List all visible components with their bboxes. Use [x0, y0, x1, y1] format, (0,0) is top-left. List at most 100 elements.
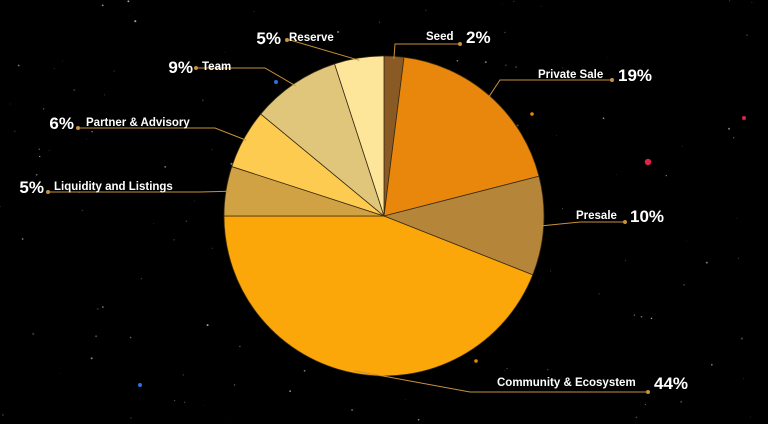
star [81, 209, 83, 212]
star [351, 408, 354, 412]
star [0, 205, 1, 208]
star [35, 173, 38, 176]
leader-dot-liquidity-and-listings [46, 190, 50, 194]
star [602, 117, 605, 120]
slice-percent-seed: 2% [466, 28, 491, 47]
star [504, 370, 506, 372]
pie-slice-reserve [334, 55, 385, 217]
slice-percent-liquidity-and-listings: 5% [19, 178, 44, 197]
leader-line-presale [541, 221, 625, 227]
slice-label-private-sale: Private Sale [538, 69, 603, 81]
leader-dot-community-ecosystem [646, 390, 650, 394]
slice-percent-community-ecosystem: 44% [654, 374, 688, 393]
star [644, 158, 652, 166]
star [705, 261, 708, 264]
star [710, 363, 713, 366]
star [103, 94, 106, 96]
leader-line-private-sale [487, 79, 612, 99]
star [303, 369, 306, 372]
star [475, 41, 477, 43]
star [211, 148, 213, 151]
star [478, 35, 480, 38]
star [513, 0, 515, 2]
star [516, 124, 519, 127]
star [742, 116, 746, 120]
leader-dot-partner-advisory [76, 126, 80, 130]
star [185, 220, 188, 223]
star [289, 390, 291, 392]
star [729, 0, 731, 2]
slice-label-presale: Presale [576, 210, 617, 222]
star [732, 137, 735, 139]
star [624, 259, 627, 262]
star [129, 15, 130, 17]
slice-percent-team: 9% [168, 58, 193, 77]
star [73, 89, 76, 91]
leader-line-community-ecosystem [354, 370, 648, 393]
star [680, 401, 682, 403]
star [749, 416, 751, 418]
star [504, 31, 506, 34]
star [86, 138, 87, 140]
star [204, 405, 206, 406]
slice-percent-partner-advisory: 6% [49, 114, 74, 133]
leader-dot-team [194, 66, 198, 70]
star [274, 80, 278, 84]
star [201, 99, 204, 102]
pie-slice-team [260, 63, 385, 218]
star [665, 174, 667, 177]
star [48, 150, 50, 152]
star [140, 278, 142, 280]
slice-label-reserve: Reserve [289, 32, 334, 44]
star [17, 64, 20, 67]
star [683, 284, 685, 286]
star [142, 128, 144, 130]
star [21, 238, 24, 240]
star [211, 247, 213, 249]
star [650, 317, 653, 320]
star [164, 166, 167, 168]
star [640, 315, 643, 318]
star [562, 67, 564, 69]
star [58, 373, 60, 374]
star [101, 4, 104, 7]
star [337, 30, 340, 34]
star [113, 70, 115, 72]
star [540, 5, 542, 7]
star [134, 20, 137, 23]
leader-dot-reserve [285, 38, 289, 42]
star [505, 64, 507, 67]
star [644, 403, 647, 406]
pie-slices [223, 55, 545, 377]
star [681, 145, 683, 147]
star [39, 155, 41, 158]
star [153, 223, 155, 225]
slice-label-seed: Seed [426, 31, 454, 43]
star [635, 416, 638, 419]
star [42, 108, 45, 110]
leader-dot-presale [623, 220, 627, 224]
star [53, 68, 55, 69]
star [606, 57, 608, 59]
star [184, 401, 186, 403]
star [484, 61, 487, 64]
star [727, 127, 731, 130]
leader-dot-seed [458, 42, 462, 46]
star [598, 293, 600, 295]
star [550, 270, 552, 272]
star [38, 148, 40, 150]
slice-label-team: Team [202, 61, 231, 73]
star [530, 112, 534, 116]
star [174, 400, 176, 402]
star [506, 368, 508, 370]
leader-line-seed [393, 43, 460, 59]
star [95, 335, 98, 338]
star [291, 37, 293, 40]
star [260, 43, 262, 46]
slice-percent-presale: 10% [630, 207, 664, 226]
star [9, 103, 11, 105]
star [90, 357, 93, 360]
star [616, 174, 617, 176]
star [556, 135, 558, 137]
star [743, 378, 744, 380]
